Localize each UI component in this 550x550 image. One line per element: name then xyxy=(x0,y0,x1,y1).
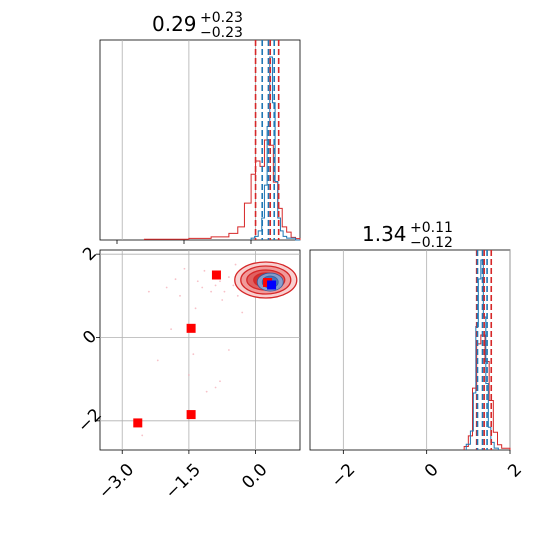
marker-2 xyxy=(186,323,196,333)
marginal-2-x-tick-label-1: 0 xyxy=(421,460,443,482)
scatter-point-12 xyxy=(236,294,239,297)
marker-3 xyxy=(211,270,221,280)
marginal-2-x-tick-label-0: −2 xyxy=(327,460,359,492)
scatter-point-5 xyxy=(201,286,204,289)
scatter-point-17 xyxy=(187,374,190,376)
scatter-point-22 xyxy=(194,307,197,310)
joint-markers xyxy=(133,270,277,428)
marginal-2-title: 1.34 +0.11 −0.12 xyxy=(362,220,453,251)
marginal-2-x-tick-label-2: 2 xyxy=(504,460,526,482)
joint-panel: −3.0 −1.5 0.0 −202 xyxy=(74,243,301,503)
scatter-point-4 xyxy=(183,267,186,270)
joint-x-tick-label-1: −1.5 xyxy=(162,460,205,503)
marginal-1-title: 0.29 +0.23 −0.23 xyxy=(152,10,243,41)
marginal-panel-1 xyxy=(99,39,301,244)
scatter-point-16 xyxy=(192,353,195,356)
marker-5 xyxy=(267,280,277,290)
joint-x-tick-label-0: −3.0 xyxy=(95,460,138,503)
scatter-point-1 xyxy=(156,359,159,362)
marginal-panel-2: −2 0 2 xyxy=(309,249,526,492)
scatter-point-29 xyxy=(179,294,181,297)
scatter-point-10 xyxy=(227,276,230,278)
scatter-point-0 xyxy=(141,434,144,437)
scatter-point-20 xyxy=(219,380,221,383)
scatter-point-9 xyxy=(223,290,226,293)
scatter-point-31 xyxy=(221,299,224,301)
scatter-point-24 xyxy=(170,328,173,331)
marginal-2-quantile-lines xyxy=(475,250,493,450)
marginal-1-quantile-lines xyxy=(254,40,280,240)
joint-x-tick-label-2: 0.0 xyxy=(238,460,271,493)
scatter-point-18 xyxy=(205,390,208,393)
marginal-1-blue-histogram xyxy=(250,56,300,241)
scatter-point-8 xyxy=(219,280,221,283)
joint-y-tick-label-2: 2 xyxy=(79,243,101,265)
scatter-point-6 xyxy=(210,290,213,293)
scatter-point-7 xyxy=(214,284,217,287)
scatter-point-25 xyxy=(241,311,244,314)
title-1-upper: +0.23 xyxy=(200,10,243,26)
marker-0 xyxy=(133,418,143,428)
marginal-2-grid xyxy=(342,250,511,450)
scatter-point-30 xyxy=(196,280,199,283)
scatter-point-28 xyxy=(203,269,206,272)
scatter-point-19 xyxy=(214,386,217,389)
title-2-lower: −0.12 xyxy=(410,235,453,251)
scatter-point-2 xyxy=(165,286,168,289)
scatter-point-21 xyxy=(227,349,230,351)
scatter-point-27 xyxy=(234,263,237,266)
joint-x-ticks: −3.0 −1.5 0.0 xyxy=(95,450,272,503)
scatter-point-11 xyxy=(232,284,235,287)
title-1-value: 0.29 xyxy=(152,12,197,36)
title-1-lower: −0.23 xyxy=(200,25,243,41)
scatter-point-23 xyxy=(147,290,150,293)
title-2-upper: +0.11 xyxy=(410,220,453,236)
scatter-point-3 xyxy=(174,278,177,281)
marker-1 xyxy=(186,410,196,420)
title-2-value: 1.34 xyxy=(362,222,407,246)
marginal-2-x-ticks: −2 0 2 xyxy=(327,450,526,492)
joint-y-tick-label-1: 0 xyxy=(79,327,101,349)
